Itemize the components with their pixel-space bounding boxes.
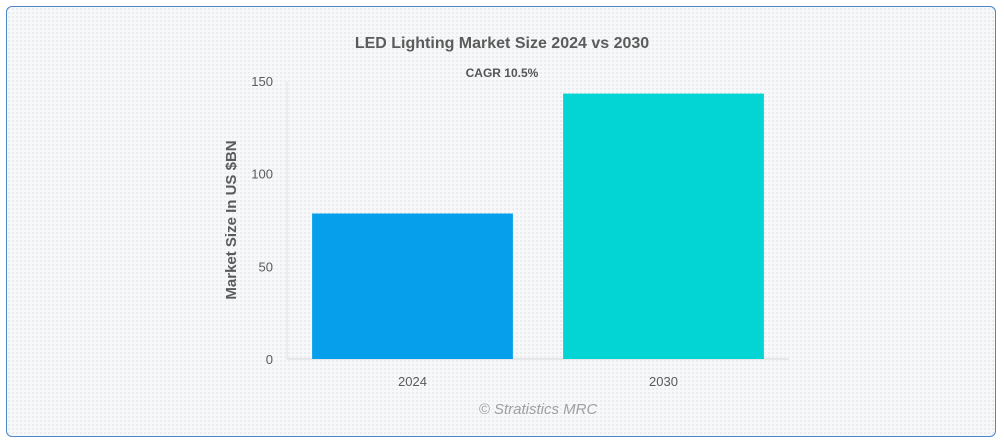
y-tick-label: 50 bbox=[259, 259, 273, 274]
credit-text: © Stratistics MRC bbox=[479, 401, 598, 418]
y-axis-label: Market Size In US $BN bbox=[223, 140, 240, 299]
chart-subtitle: CAGR 10.5% bbox=[466, 66, 539, 80]
x-tick-label: 2030 bbox=[649, 374, 678, 389]
y-tick-label: 100 bbox=[251, 167, 273, 182]
bar-2024[interactable] bbox=[312, 213, 513, 359]
bar-2030[interactable] bbox=[563, 93, 764, 360]
y-tick-label: 0 bbox=[266, 352, 273, 367]
chart-title: LED Lighting Market Size 2024 vs 2030 bbox=[355, 35, 649, 52]
x-tick-label: 2024 bbox=[398, 374, 427, 389]
y-tick-label: 150 bbox=[251, 74, 273, 89]
